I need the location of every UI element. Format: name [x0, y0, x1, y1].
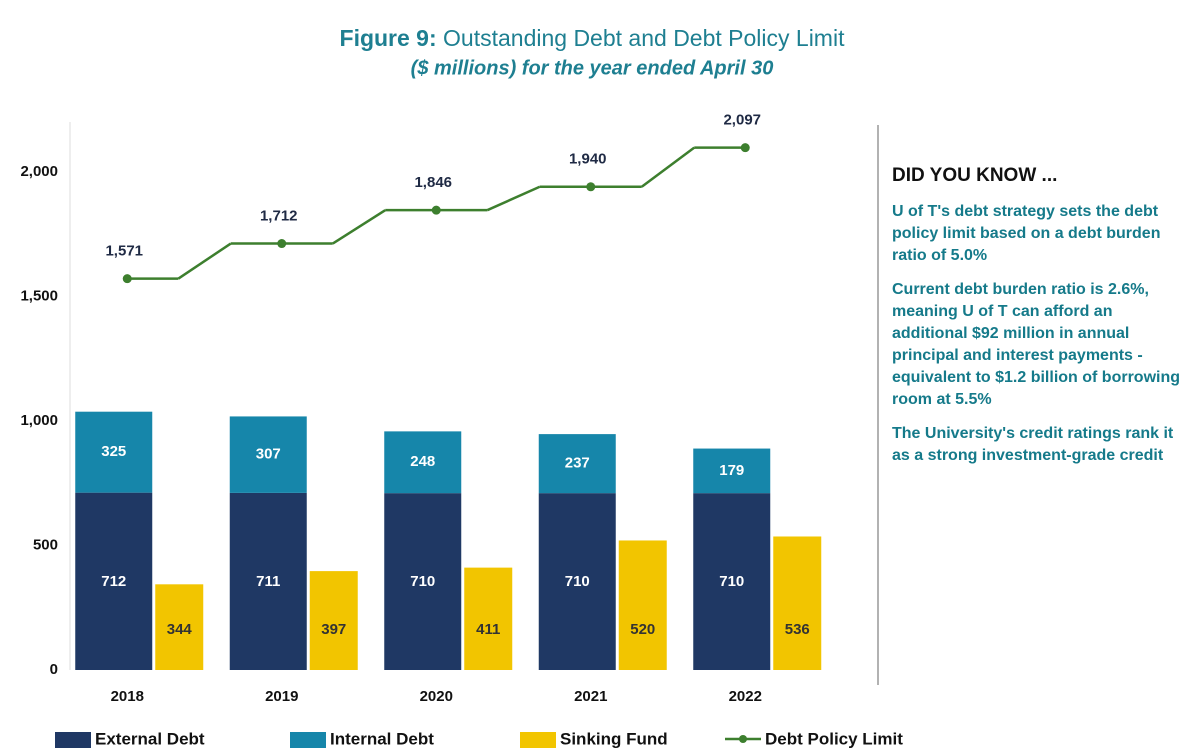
- legend-swatch: [55, 732, 91, 748]
- line-marker: [586, 182, 596, 192]
- value-label: 520: [630, 621, 655, 638]
- value-label: 248: [410, 453, 435, 470]
- value-label: 307: [256, 446, 281, 463]
- bar: [309, 571, 358, 670]
- line-marker: [431, 205, 441, 215]
- bar: [155, 584, 204, 670]
- line-connector: [332, 209, 386, 245]
- value-label: 710: [410, 573, 435, 590]
- title-label: Figure 9:: [340, 25, 437, 51]
- line-marker: [277, 239, 287, 249]
- bar: [773, 536, 822, 670]
- bar: [464, 567, 513, 670]
- y-tick-label: 0: [50, 661, 58, 678]
- bar: [384, 431, 462, 494]
- x-tick-label: 2021: [574, 688, 607, 705]
- line-connector: [486, 185, 541, 212]
- line-value-label: 1,712: [260, 208, 298, 225]
- line-value-label: 1,940: [569, 151, 607, 168]
- value-label: 710: [565, 573, 590, 590]
- value-label: 179: [719, 462, 744, 479]
- line-marker: [122, 274, 132, 284]
- sidebar: DID YOU KNOW ... U of T's debt strategy …: [892, 165, 1182, 479]
- legend-label: Debt Policy Limit: [765, 729, 903, 748]
- legend-label: Sinking Fund: [560, 729, 668, 748]
- value-label: 237: [565, 455, 590, 472]
- line-value-label: 1,571: [105, 243, 143, 260]
- x-tick-label: 2022: [729, 688, 762, 705]
- legend-marker: [739, 735, 747, 743]
- bar: [693, 493, 771, 670]
- bar: [538, 434, 616, 494]
- value-label: 710: [719, 573, 744, 590]
- sidebar-paragraph: U of T's debt strategy sets the debt pol…: [892, 203, 1161, 264]
- legend-swatch: [520, 732, 556, 748]
- value-label: 711: [256, 573, 280, 590]
- legend-label: Internal Debt: [330, 729, 434, 748]
- x-tick-label: 2019: [265, 688, 298, 705]
- bar: [75, 492, 153, 670]
- chart-title: Figure 9: Outstanding Debt and Debt Poli…: [340, 25, 846, 51]
- legend-label: External Debt: [95, 729, 205, 748]
- value-label: 397: [321, 621, 346, 638]
- bar: [618, 540, 667, 670]
- sidebar-heading: DID YOU KNOW ...: [892, 165, 1058, 186]
- line-value-label: 1,846: [414, 174, 452, 191]
- sidebar-paragraph: The University's credit ratings rank it …: [892, 425, 1174, 464]
- bar: [693, 448, 771, 494]
- line-value-label: 2,097: [723, 112, 761, 129]
- sidebar-paragraph: Current debt burden ratio is 2.6%, meani…: [892, 281, 1181, 408]
- bar: [538, 493, 616, 670]
- chart-subtitle: ($ millions) for the year ended April 30: [411, 57, 774, 79]
- line-connector: [177, 242, 232, 280]
- title-text: Outstanding Debt and Debt Policy Limit: [443, 25, 845, 51]
- x-tick-label: 2020: [420, 688, 453, 705]
- bar: [229, 492, 307, 670]
- value-label: 411: [476, 621, 500, 638]
- value-label: 712: [101, 573, 126, 590]
- y-tick-label: 2,000: [20, 163, 58, 180]
- x-tick-label: 2018: [111, 688, 144, 705]
- value-label: 344: [167, 621, 193, 638]
- line-connector: [641, 146, 695, 188]
- y-tick-label: 1,500: [20, 287, 58, 304]
- value-label: 536: [785, 621, 810, 638]
- y-tick-label: 500: [33, 536, 58, 553]
- line-marker: [740, 143, 750, 153]
- bar: [229, 416, 307, 493]
- bar: [384, 493, 462, 670]
- y-tick-label: 1,000: [20, 412, 58, 429]
- value-label: 325: [101, 443, 126, 460]
- legend-swatch: [290, 732, 326, 748]
- bar: [75, 411, 153, 493]
